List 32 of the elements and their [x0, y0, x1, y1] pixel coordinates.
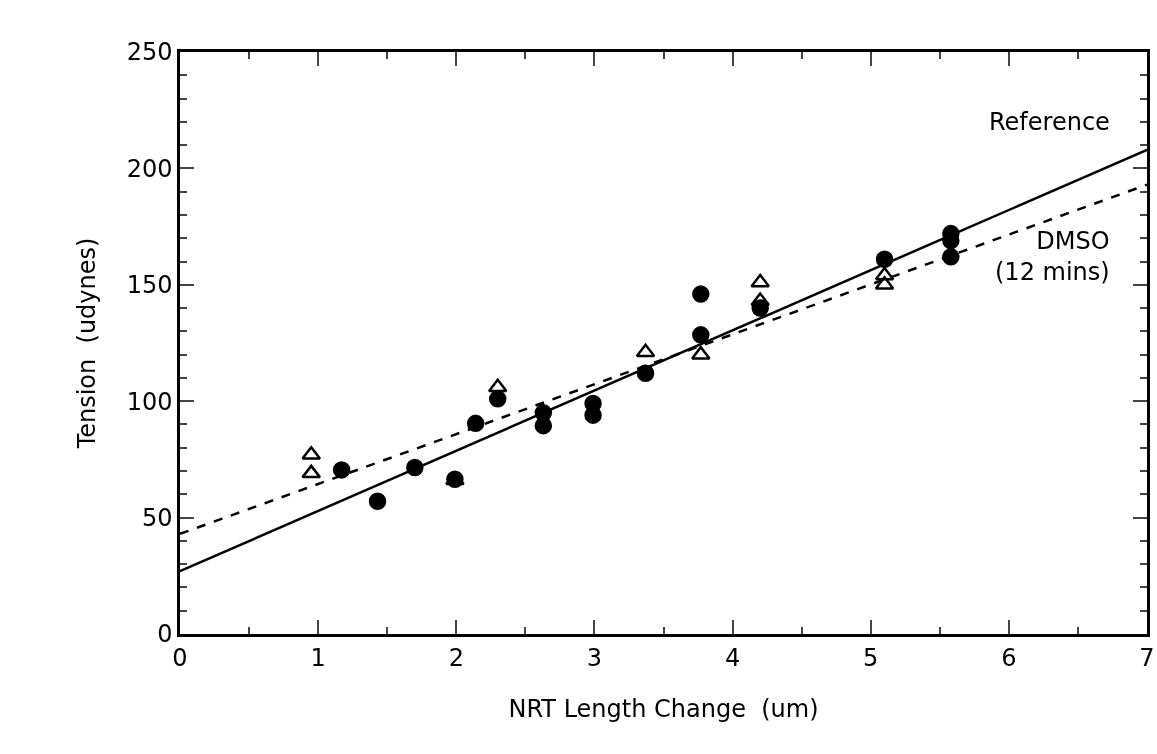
point: [332, 461, 351, 479]
x-axis-title: NRT Length Change (um): [508, 694, 819, 723]
series-label: Reference: [989, 108, 1110, 136]
x-tick-label: 2: [448, 643, 464, 672]
point: [635, 343, 656, 358]
y-tick-label: 100: [126, 387, 173, 416]
point: [488, 390, 507, 408]
point: [874, 266, 895, 281]
point: [487, 378, 508, 393]
point: [301, 445, 322, 460]
y-tick-label: 200: [126, 154, 173, 183]
point: [692, 326, 710, 344]
y-axis-title: Tension (udynes): [72, 237, 101, 450]
series-label: DMSO (12 mins): [995, 227, 1110, 287]
y-tick-label: 0: [157, 620, 173, 649]
x-tick-label: 7: [1139, 643, 1155, 672]
point: [942, 248, 960, 266]
point: [301, 464, 322, 479]
x-tick-label: 3: [586, 643, 603, 672]
y-tick-label: 50: [141, 504, 173, 532]
x-tick-label: 6: [1001, 643, 1017, 672]
point: [750, 292, 771, 307]
point: [368, 492, 387, 511]
point: [466, 414, 485, 433]
point: [690, 345, 711, 360]
point: [750, 273, 771, 288]
x-tick-label: 5: [863, 643, 879, 672]
y-tick-label: 150: [126, 271, 173, 300]
x-tick-label: 1: [310, 643, 326, 672]
point: [692, 285, 710, 303]
y-tick-label: 250: [126, 38, 173, 67]
x-tick-label: 4: [724, 643, 741, 672]
